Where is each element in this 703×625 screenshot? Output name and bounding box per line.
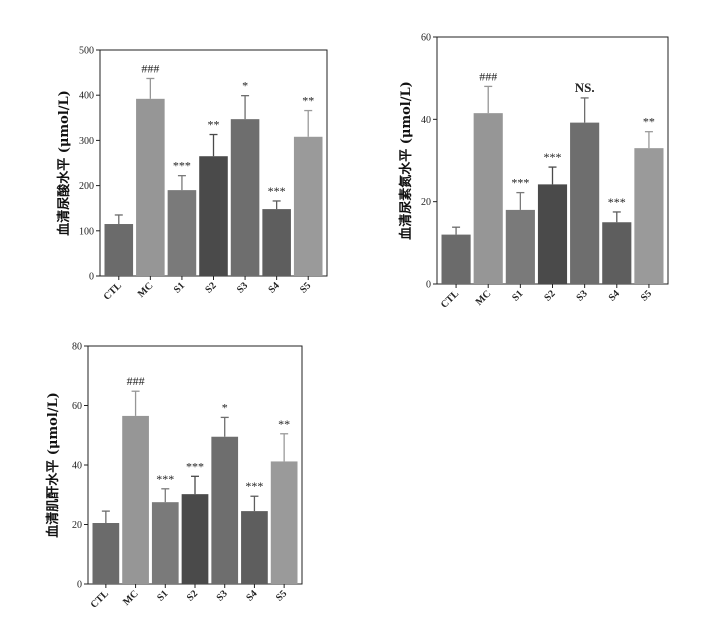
x-tick-label: CTL (439, 288, 462, 311)
urea-nitrogen-chart: 0 20 40 60 血清尿素氮水平 (μmol/L) CTL MC ### S1 *** S2 **… (398, 33, 669, 311)
x-tick-label: S2 (185, 588, 200, 603)
x-tick-label: S2 (203, 280, 218, 295)
y-axis-label: 血清尿酸水平 (μmol/L) (56, 90, 72, 236)
significance-label: *** (511, 176, 529, 190)
y-tick-label: 300 (79, 136, 94, 147)
significance-label: ** (278, 417, 290, 431)
bar (136, 98, 165, 276)
y-tick-label: 60 (72, 401, 82, 412)
bar (505, 209, 535, 284)
y-tick-label: 40 (72, 461, 82, 472)
significance-label: ** (302, 94, 314, 108)
significance-label: * (222, 400, 228, 414)
x-tick-label: MC (121, 588, 141, 608)
x-tick-label: CTL (89, 588, 112, 611)
y-axis-label: 血清肌酐水平 (μmol/L) (45, 392, 61, 538)
bar (151, 502, 179, 584)
x-tick-label: S1 (172, 280, 187, 295)
y-tick-label: 200 (79, 181, 94, 192)
significance-label: *** (268, 184, 286, 198)
significance-label: *** (245, 479, 263, 493)
y-tick-label: 60 (421, 33, 431, 44)
y-axis-label: 血清尿素氮水平 (μmol/L) (398, 81, 414, 240)
y-tick-label: 20 (72, 520, 82, 531)
bar (92, 523, 120, 584)
bar (602, 222, 632, 284)
bar (181, 494, 209, 584)
significance-label: *** (186, 459, 204, 473)
bar (211, 436, 239, 584)
bar (122, 415, 149, 584)
bar (293, 136, 323, 276)
significance-label: *** (608, 195, 626, 209)
significance-label: *** (544, 150, 562, 164)
x-tick-label: S5 (639, 288, 654, 303)
y-tick-label: 0 (426, 280, 431, 291)
bar (199, 156, 228, 276)
bar (230, 119, 260, 276)
x-tick-label: S1 (510, 288, 525, 303)
significance-label: ** (208, 118, 220, 132)
significance-label: *** (173, 159, 191, 173)
y-tick-label: 100 (79, 226, 94, 237)
x-tick-label: S3 (235, 280, 250, 295)
y-tick-label: 40 (421, 115, 431, 126)
bar (262, 209, 291, 276)
bar (241, 511, 268, 584)
y-tick-label: 0 (77, 580, 82, 591)
x-tick-label: S4 (607, 288, 622, 303)
bar (441, 234, 471, 284)
y-tick-label: 0 (89, 272, 94, 283)
x-tick-label: S1 (155, 588, 170, 603)
significance-label: ### (141, 61, 159, 75)
x-tick-label: S3 (215, 588, 230, 603)
y-tick-label: 80 (72, 342, 82, 353)
uric-acid-chart: 0 100 200 300 400 500 血清尿酸水平 (μmol/L) CTL MC ### S… (56, 46, 328, 303)
bar (570, 122, 600, 284)
bar (167, 190, 197, 276)
x-tick-label: S2 (542, 288, 557, 303)
y-tick-label: 400 (79, 91, 94, 102)
bar (537, 184, 568, 284)
significance-label: NS. (575, 80, 595, 95)
bar (104, 224, 134, 276)
x-tick-label: CTL (102, 280, 125, 303)
x-tick-label: S4 (267, 280, 282, 295)
significance-label: ### (479, 69, 497, 83)
x-tick-label: S4 (244, 588, 259, 603)
x-tick-label: MC (136, 280, 156, 300)
x-tick-label: S5 (274, 588, 289, 603)
bar (473, 113, 503, 285)
bar (634, 148, 664, 284)
y-tick-label: 20 (421, 197, 431, 208)
y-tick-label: 500 (79, 46, 94, 57)
significance-label: *** (156, 472, 174, 486)
x-tick-label: MC (474, 288, 494, 308)
x-tick-label: S5 (298, 280, 313, 295)
significance-label: * (242, 79, 248, 93)
significance-label: ### (127, 374, 145, 388)
bar (270, 461, 298, 584)
x-tick-label: S3 (575, 288, 590, 303)
significance-label: ** (643, 115, 655, 129)
